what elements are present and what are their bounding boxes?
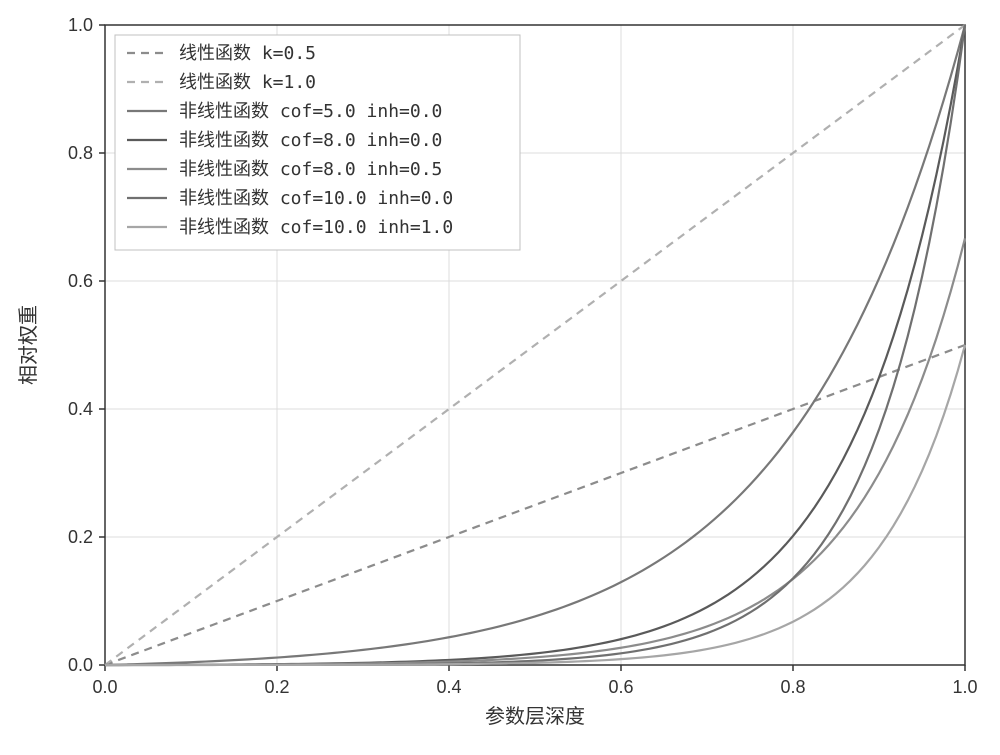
line-chart: 0.0 0.2 0.4 0.6 0.8 1.0 0.0 0.2 0.4 0.6 0.8 1.0 参数层深… — [0, 0, 1000, 755]
ytick-label: 0.8 — [68, 143, 93, 163]
ytick-label: 1.0 — [68, 15, 93, 35]
legend-label-4: 非线性函数 cof=8.0 inh=0.5 — [179, 159, 442, 180]
xtick-label: 0.0 — [92, 677, 117, 697]
xtick-label: 1.0 — [952, 677, 977, 697]
ytick-label: 0.2 — [68, 527, 93, 547]
xtick-label: 0.6 — [608, 677, 633, 697]
legend-label-3: 非线性函数 cof=8.0 inh=0.0 — [179, 130, 442, 151]
xtick-label: 0.2 — [264, 677, 289, 697]
legend-label-0: 线性函数 k=0.5 — [179, 43, 316, 64]
y-axis-label: 相对权重 — [17, 305, 40, 385]
legend-label-1: 线性函数 k=1.0 — [179, 72, 316, 93]
xtick-label: 0.4 — [436, 677, 461, 697]
legend-label-6: 非线性函数 cof=10.0 inh=1.0 — [179, 217, 453, 238]
ytick-label: 0.6 — [68, 271, 93, 291]
chart-container: 0.0 0.2 0.4 0.6 0.8 1.0 0.0 0.2 0.4 0.6 0.8 1.0 参数层深… — [0, 0, 1000, 755]
xtick-label: 0.8 — [780, 677, 805, 697]
legend-label-5: 非线性函数 cof=10.0 inh=0.0 — [179, 188, 453, 209]
x-axis-label: 参数层深度 — [485, 705, 585, 728]
legend-label-2: 非线性函数 cof=5.0 inh=0.0 — [179, 101, 442, 122]
ytick-label: 0.4 — [68, 399, 93, 419]
ytick-label: 0.0 — [68, 655, 93, 675]
